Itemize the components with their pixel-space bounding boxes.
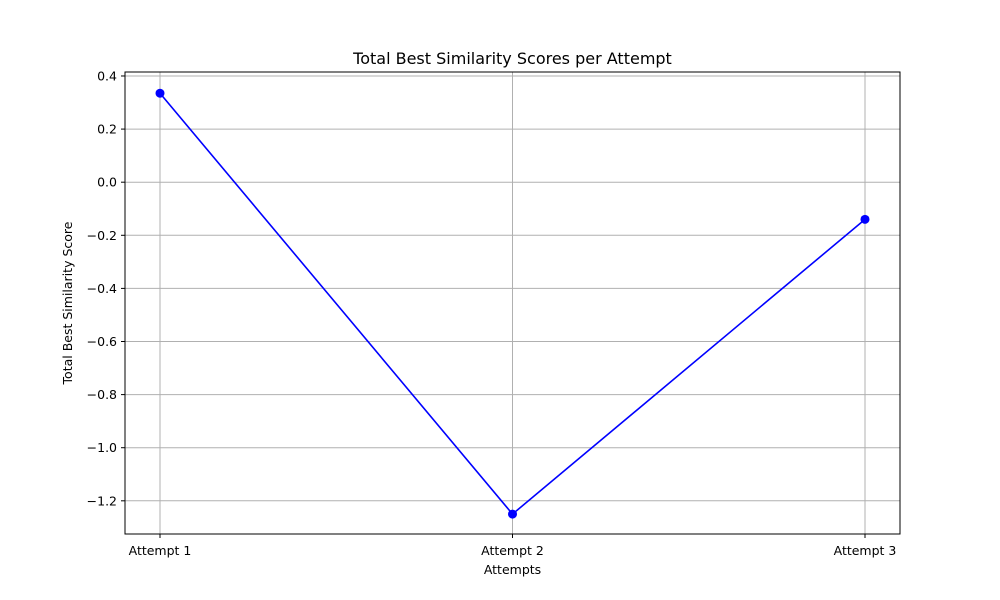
- y-tick-label: −0.6: [87, 334, 117, 349]
- y-tick-label: −0.4: [87, 281, 117, 296]
- x-tick-label: Attempt 1: [129, 543, 192, 558]
- x-axis-label: Attempts: [484, 562, 541, 577]
- grid-layer: [125, 72, 900, 534]
- y-tick-label: −1.0: [87, 440, 117, 455]
- tick-layer: 0.4 0.2 0.0 −0.2 −0.4 −0.6 −0.8 −1.0 −1.2 Attempt…: [87, 68, 897, 558]
- y-tick-label: 0.4: [97, 68, 117, 83]
- y-tick-label: −0.2: [87, 228, 117, 243]
- data-point-marker: [155, 88, 165, 98]
- data-point-marker: [508, 509, 517, 519]
- y-tick-label: 0.0: [97, 175, 117, 190]
- y-tick-label: 0.2: [97, 122, 117, 137]
- y-axis-label: Total Best Similarity Score: [60, 221, 75, 385]
- series-layer: [155, 88, 870, 519]
- data-point-marker: [860, 214, 870, 224]
- y-tick-label: −0.8: [87, 387, 117, 402]
- x-tick-label: Attempt 3: [834, 543, 897, 558]
- x-tick-label: Attempt 2: [481, 543, 544, 558]
- y-tick-label: −1.2: [87, 493, 117, 508]
- chart-title: Total Best Similarity Scores per Attempt: [352, 49, 672, 68]
